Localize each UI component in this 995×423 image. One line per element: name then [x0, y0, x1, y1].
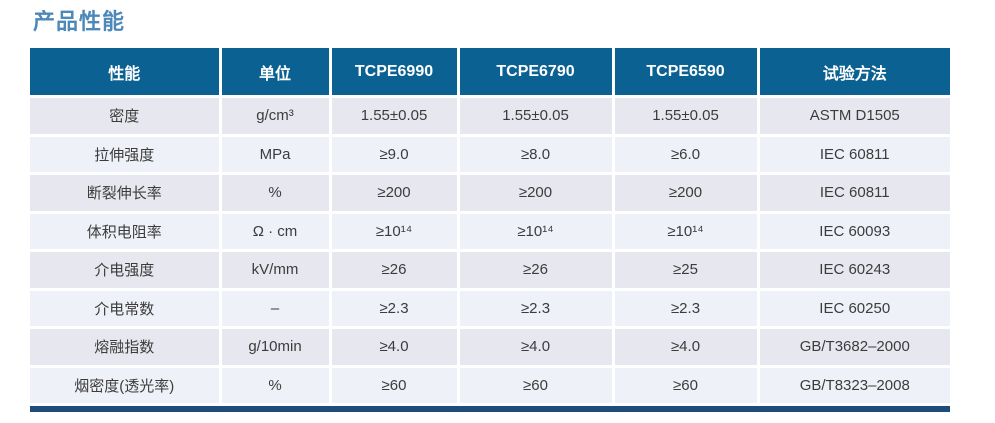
cell-value: 1.55±0.05 [458, 96, 615, 137]
column-header-unit: 单位 [220, 48, 332, 98]
table-row-density: 密度 g/cm³ 1.55±0.05 1.55±0.05 1.55±0.05 A… [30, 96, 950, 137]
cell-property: 断裂伸长率 [30, 173, 222, 214]
cell-unit: MPa [220, 135, 332, 175]
cell-test-method: IEC 60243 [758, 250, 950, 291]
cell-unit: kV/mm [220, 250, 332, 291]
cell-value: ≥2.3 [458, 289, 615, 329]
column-header-tcpe6990: TCPE6990 [330, 48, 460, 98]
cell-value: ≥2.3 [330, 289, 460, 329]
column-header-test-method: 试验方法 [758, 48, 950, 98]
cell-value: ≥4.0 [613, 327, 760, 368]
cell-value: ≥9.0 [330, 135, 460, 175]
cell-property: 拉伸强度 [30, 135, 222, 175]
cell-value: 1.55±0.05 [613, 96, 760, 137]
cell-value: ≥2.3 [613, 289, 760, 329]
cell-test-method: GB/T3682–2000 [758, 327, 950, 368]
cell-value: ≥200 [330, 173, 460, 214]
cell-test-method: IEC 60093 [758, 212, 950, 252]
cell-test-method: GB/T8323–2008 [758, 366, 950, 406]
column-header-tcpe6590: TCPE6590 [613, 48, 760, 98]
cell-value: ≥4.0 [330, 327, 460, 368]
cell-value: ≥10¹⁴ [458, 212, 615, 252]
cell-property: 熔融指数 [30, 327, 222, 368]
cell-value: ≥4.0 [458, 327, 615, 368]
column-header-tcpe6790: TCPE6790 [458, 48, 615, 98]
cell-value: ≥60 [330, 366, 460, 406]
cell-value: ≥60 [613, 366, 760, 406]
cell-value: ≥26 [330, 250, 460, 291]
cell-property: 体积电阻率 [30, 212, 222, 252]
cell-value: ≥60 [458, 366, 615, 406]
cell-value: ≥25 [613, 250, 760, 291]
cell-value: ≥200 [458, 173, 615, 214]
cell-value: ≥6.0 [613, 135, 760, 175]
product-performance-table: 性能 单位 TCPE6990 TCPE6790 TCPE6590 试验方法 密度… [30, 48, 950, 412]
table-row-volume-resistivity: 体积电阻率 Ω · cm ≥10¹⁴ ≥10¹⁴ ≥10¹⁴ IEC 60093 [30, 212, 950, 252]
cell-unit: % [220, 173, 332, 214]
table-header-row: 性能 单位 TCPE6990 TCPE6790 TCPE6590 试验方法 [30, 48, 950, 98]
page-title: 产品性能 [33, 9, 126, 34]
table-row-dielectric-strength: 介电强度 kV/mm ≥26 ≥26 ≥25 IEC 60243 [30, 250, 950, 291]
table-row-smoke-density: 烟密度(透光率) % ≥60 ≥60 ≥60 GB/T8323–2008 [30, 366, 950, 406]
cell-unit: Ω · cm [220, 212, 332, 252]
cell-unit: g/10min [220, 327, 332, 368]
cell-unit: % [220, 366, 332, 406]
cell-test-method: IEC 60250 [758, 289, 950, 329]
table-row-tensile-strength: 拉伸强度 MPa ≥9.0 ≥8.0 ≥6.0 IEC 60811 [30, 135, 950, 175]
column-header-property: 性能 [30, 48, 222, 98]
cell-unit: – [220, 289, 332, 329]
spec-table: 性能 单位 TCPE6990 TCPE6790 TCPE6590 试验方法 密度… [30, 48, 950, 406]
cell-property: 介电强度 [30, 250, 222, 291]
cell-value: ≥26 [458, 250, 615, 291]
table-row-elongation: 断裂伸长率 % ≥200 ≥200 ≥200 IEC 60811 [30, 173, 950, 214]
cell-test-method: IEC 60811 [758, 135, 950, 175]
cell-value: ≥10¹⁴ [330, 212, 460, 252]
cell-property: 密度 [30, 96, 222, 137]
cell-value: 1.55±0.05 [330, 96, 460, 137]
table-row-melt-index: 熔融指数 g/10min ≥4.0 ≥4.0 ≥4.0 GB/T3682–200… [30, 327, 950, 368]
cell-value: ≥8.0 [458, 135, 615, 175]
cell-value: ≥10¹⁴ [613, 212, 760, 252]
cell-test-method: ASTM D1505 [758, 96, 950, 137]
cell-value: ≥200 [613, 173, 760, 214]
table-bottom-accent-bar [30, 406, 950, 412]
cell-unit: g/cm³ [220, 96, 332, 137]
cell-property: 介电常数 [30, 289, 222, 329]
table-row-dielectric-constant: 介电常数 – ≥2.3 ≥2.3 ≥2.3 IEC 60250 [30, 289, 950, 329]
cell-property: 烟密度(透光率) [30, 366, 222, 406]
cell-test-method: IEC 60811 [758, 173, 950, 214]
